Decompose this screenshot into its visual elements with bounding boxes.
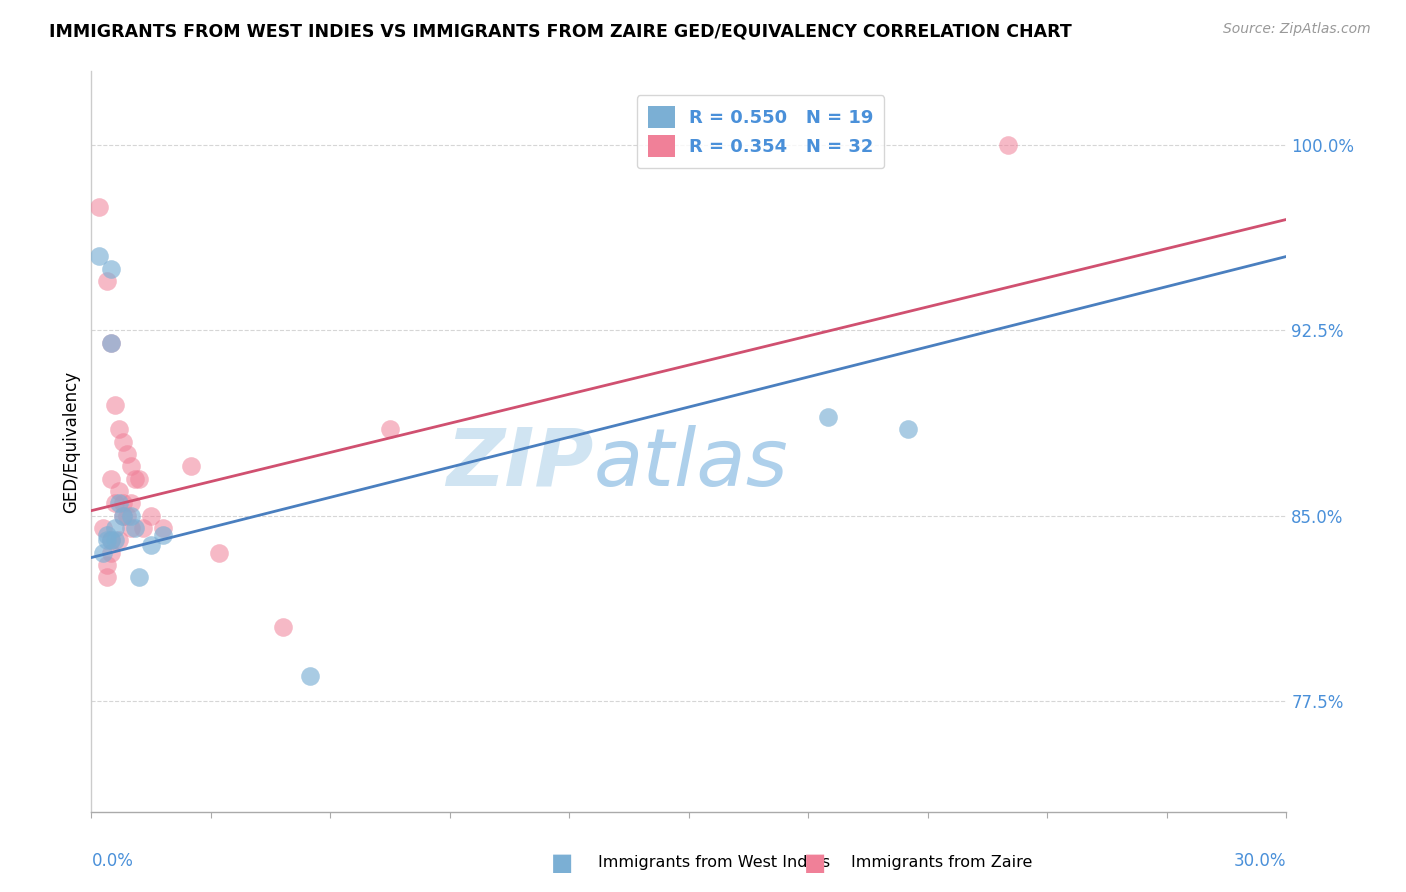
Point [96, 533, 118, 548]
Point [112, 508, 135, 523]
Point [152, 528, 174, 542]
Point [997, 138, 1019, 153]
Point [120, 521, 142, 535]
Point [120, 508, 142, 523]
Point [89, 249, 111, 263]
Y-axis label: GED/Equivalency: GED/Equivalency [62, 370, 80, 513]
Point [817, 409, 839, 424]
Point [120, 459, 142, 474]
Text: IMMIGRANTS FROM WEST INDIES VS IMMIGRANTS FROM ZAIRE GED/EQUIVALENCY CORRELATION: IMMIGRANTS FROM WEST INDIES VS IMMIGRANT… [49, 22, 1071, 40]
Point [208, 545, 231, 559]
Point [104, 521, 127, 535]
Point [124, 521, 146, 535]
Point [152, 521, 174, 535]
Point [93, 545, 114, 559]
Point [100, 533, 122, 548]
Point [115, 508, 138, 523]
Point [104, 397, 127, 411]
Point [141, 538, 162, 552]
Point [112, 508, 135, 523]
Point [132, 521, 155, 535]
Point [96, 570, 118, 584]
Point [124, 471, 146, 485]
Point [96, 558, 118, 572]
Point [104, 533, 127, 548]
Text: atlas: atlas [593, 425, 789, 503]
Point [378, 422, 402, 436]
Legend: R = 0.550   N = 19, R = 0.354   N = 32: R = 0.550 N = 19, R = 0.354 N = 32 [637, 95, 884, 168]
Point [120, 496, 142, 510]
Point [96, 274, 118, 288]
Point [115, 447, 138, 461]
Point [100, 533, 122, 548]
Point [100, 471, 122, 485]
Text: ■: ■ [804, 851, 827, 874]
Point [89, 200, 111, 214]
Point [100, 261, 122, 276]
Point [271, 619, 294, 633]
Point [180, 459, 202, 474]
Point [897, 422, 920, 436]
Point [108, 483, 131, 498]
Point [100, 545, 122, 559]
Point [100, 335, 122, 350]
Text: 30.0%: 30.0% [1234, 852, 1286, 870]
Point [108, 422, 131, 436]
Point [299, 669, 322, 683]
Point [93, 521, 114, 535]
Point [100, 335, 122, 350]
Point [112, 434, 135, 449]
Point [141, 508, 162, 523]
Text: ZIP: ZIP [446, 425, 593, 503]
Text: Immigrants from Zaire: Immigrants from Zaire [851, 855, 1032, 870]
Text: 0.0%: 0.0% [91, 852, 134, 870]
Text: Immigrants from West Indies: Immigrants from West Indies [598, 855, 830, 870]
Point [104, 496, 127, 510]
Text: ■: ■ [551, 851, 574, 874]
Point [96, 528, 118, 542]
Text: Source: ZipAtlas.com: Source: ZipAtlas.com [1223, 22, 1371, 37]
Point [108, 496, 131, 510]
Point [128, 471, 150, 485]
Point [128, 570, 150, 584]
Point [112, 496, 135, 510]
Point [108, 533, 131, 548]
